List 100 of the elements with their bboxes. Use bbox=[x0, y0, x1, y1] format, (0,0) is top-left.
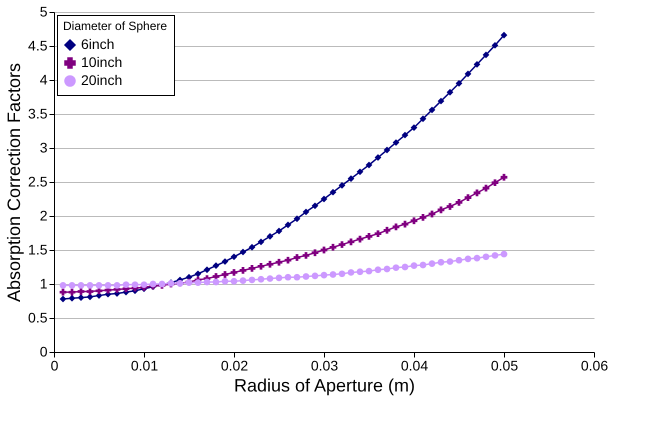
point bbox=[356, 236, 364, 242]
legend-title: Diameter of Sphere bbox=[63, 19, 168, 33]
point bbox=[428, 210, 436, 218]
point bbox=[96, 282, 102, 289]
point bbox=[446, 203, 454, 210]
y-tick-label: 0.5 bbox=[28, 310, 48, 326]
y-tick-label: 2.5 bbox=[28, 174, 48, 190]
point bbox=[464, 70, 472, 78]
point bbox=[348, 269, 354, 276]
point bbox=[474, 254, 480, 262]
point bbox=[312, 202, 318, 210]
point bbox=[276, 258, 282, 266]
x-tick-label: 0.06 bbox=[580, 358, 608, 374]
point bbox=[356, 168, 364, 176]
point bbox=[500, 174, 508, 181]
point bbox=[474, 61, 480, 68]
point bbox=[446, 258, 454, 265]
y-tick-label: 1.5 bbox=[28, 242, 48, 258]
point bbox=[348, 238, 354, 246]
y-axis-title: Absorption Correction Factors bbox=[4, 62, 24, 302]
point bbox=[464, 194, 472, 201]
point bbox=[78, 288, 84, 295]
point bbox=[68, 294, 76, 302]
point bbox=[194, 279, 202, 286]
point bbox=[240, 277, 246, 284]
point bbox=[96, 287, 102, 294]
point bbox=[204, 278, 210, 286]
point bbox=[60, 296, 66, 302]
point bbox=[104, 282, 112, 289]
point bbox=[500, 32, 508, 38]
point bbox=[60, 288, 66, 296]
point bbox=[402, 132, 408, 138]
y-tick-label: 2 bbox=[40, 208, 48, 224]
x-tick-label: 0.04 bbox=[400, 358, 428, 374]
point bbox=[374, 154, 382, 161]
point bbox=[222, 271, 228, 278]
point bbox=[456, 256, 462, 264]
point bbox=[366, 162, 372, 168]
point bbox=[330, 188, 336, 196]
point bbox=[114, 282, 120, 289]
point bbox=[492, 252, 498, 259]
point bbox=[222, 258, 228, 265]
point bbox=[438, 98, 444, 104]
y-tick-label: 1 bbox=[40, 276, 48, 292]
point bbox=[230, 278, 238, 285]
point bbox=[474, 190, 480, 196]
point bbox=[320, 196, 328, 202]
x-tick-label: 0.01 bbox=[130, 358, 158, 374]
point bbox=[338, 270, 346, 278]
point bbox=[86, 282, 94, 289]
point bbox=[492, 179, 498, 186]
point bbox=[194, 270, 202, 278]
x-tick-label: 0.03 bbox=[310, 358, 338, 374]
point bbox=[500, 250, 508, 258]
point bbox=[248, 276, 256, 284]
point bbox=[420, 262, 426, 268]
point bbox=[302, 208, 310, 216]
point bbox=[258, 238, 264, 246]
point bbox=[446, 88, 454, 96]
x-axis-title: Radius of Aperture (m) bbox=[234, 376, 416, 396]
point bbox=[78, 294, 84, 301]
point bbox=[212, 262, 220, 269]
point bbox=[78, 282, 84, 289]
point bbox=[266, 275, 274, 282]
point bbox=[338, 241, 346, 248]
y-tick-label: 3.5 bbox=[28, 106, 48, 122]
x-tick-label: 0 bbox=[50, 358, 59, 374]
point bbox=[312, 249, 318, 256]
point bbox=[374, 266, 382, 274]
point bbox=[284, 256, 292, 264]
point bbox=[366, 233, 372, 240]
y-tick-label: 4.5 bbox=[28, 38, 48, 54]
point bbox=[248, 244, 256, 251]
point bbox=[276, 228, 282, 234]
point bbox=[294, 215, 300, 222]
point bbox=[258, 276, 264, 283]
point bbox=[482, 253, 490, 260]
point bbox=[338, 182, 346, 189]
point bbox=[302, 252, 310, 259]
point bbox=[320, 246, 328, 254]
point bbox=[384, 146, 390, 154]
legend-label: 6inch bbox=[81, 36, 114, 52]
point bbox=[384, 266, 390, 272]
point bbox=[266, 233, 274, 240]
point bbox=[392, 264, 400, 272]
y-tick-label: 4 bbox=[40, 72, 48, 88]
point bbox=[456, 80, 462, 87]
point bbox=[428, 106, 436, 114]
y-tick-label: 0 bbox=[40, 344, 48, 360]
point bbox=[122, 281, 130, 288]
point bbox=[438, 258, 444, 266]
legend-label: 10inch bbox=[81, 54, 122, 70]
x-tick-label: 0.05 bbox=[490, 358, 518, 374]
point bbox=[248, 265, 256, 272]
y-tick-label: 3 bbox=[40, 140, 48, 156]
point bbox=[410, 124, 418, 131]
y-tick-label: 5 bbox=[40, 4, 48, 20]
point bbox=[68, 288, 76, 296]
point bbox=[284, 274, 292, 281]
point bbox=[410, 262, 418, 269]
